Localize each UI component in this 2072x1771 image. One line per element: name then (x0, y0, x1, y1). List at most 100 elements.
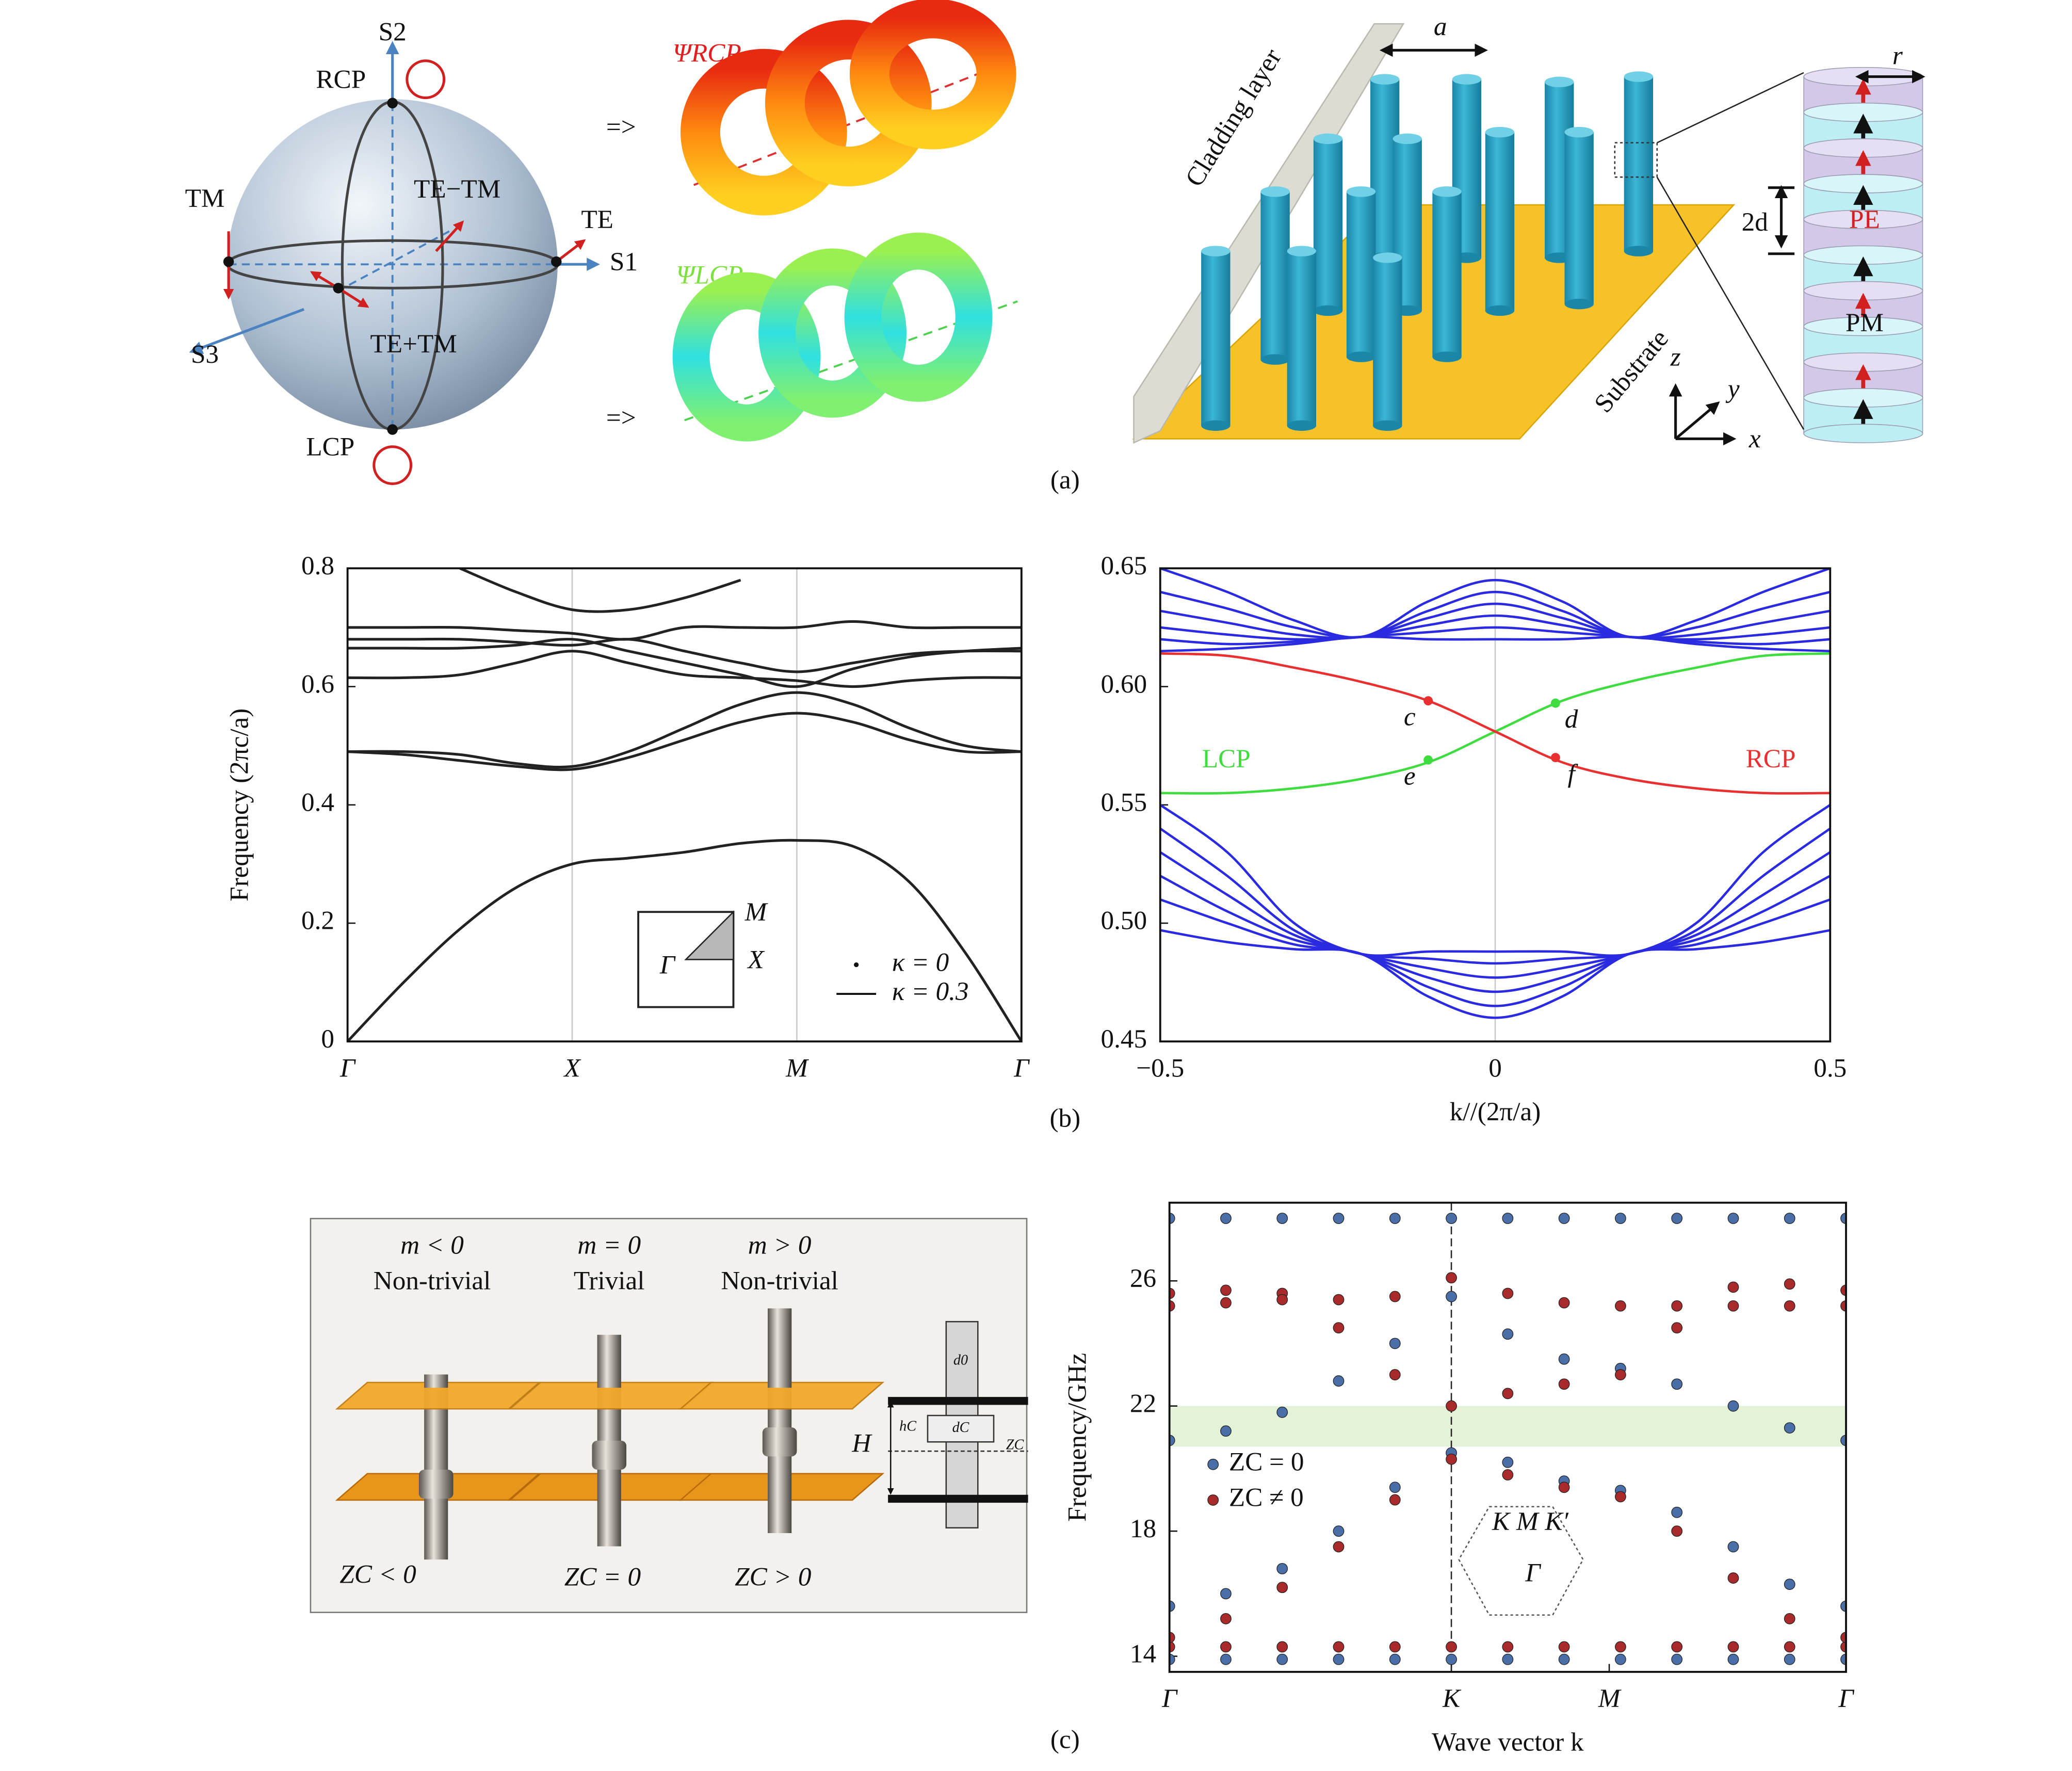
y-tick-label: 0.4 (301, 788, 334, 817)
band-line (1160, 602, 1831, 639)
band-line (347, 620, 1022, 641)
band-line (1160, 626, 1831, 646)
pole (387, 98, 398, 109)
label: TE+TM (370, 329, 457, 359)
band-point (1784, 1300, 1795, 1312)
band-point (1558, 1213, 1570, 1224)
label: ZC > 0 (735, 1562, 811, 1591)
band-point (1276, 1406, 1288, 1418)
collar (418, 1470, 454, 1499)
band-point (1615, 1491, 1626, 1503)
label: r (1892, 41, 1903, 70)
helix-turn (849, 0, 1016, 150)
y-axis-label: Frequency (2πc/a) (224, 709, 254, 901)
band-point (1446, 1291, 1457, 1302)
pillar-base (1432, 351, 1462, 362)
point-label: d (1565, 704, 1578, 734)
pillar-top (1287, 246, 1316, 256)
label: x (1749, 424, 1761, 454)
band-point (1220, 1653, 1232, 1665)
band-point (1671, 1525, 1683, 1537)
band-point (1389, 1482, 1401, 1493)
polarization-arrow (337, 287, 369, 308)
plot-frame (346, 567, 1023, 1043)
label: m > 0 (748, 1231, 812, 1260)
band-point (1169, 1600, 1175, 1612)
point (551, 256, 562, 267)
helix-turn (681, 49, 847, 216)
point-label: c (1404, 702, 1416, 732)
rod (597, 1334, 621, 1388)
label: hC (899, 1419, 917, 1435)
label: PM (1846, 308, 1884, 337)
pillar (1346, 191, 1376, 357)
band-point (1671, 1641, 1683, 1653)
label: S2 (379, 17, 407, 46)
band-point (1727, 1400, 1739, 1412)
pole (387, 424, 398, 435)
band-point (1220, 1613, 1232, 1624)
collar (762, 1427, 797, 1457)
zoom-line (1656, 176, 1805, 430)
band-point (1169, 1287, 1175, 1299)
pillar-top (1201, 246, 1231, 256)
band-point (1502, 1213, 1514, 1224)
x-tick-label: Γ (1161, 1684, 1178, 1713)
band-point (1333, 1641, 1345, 1653)
legend-marker (854, 962, 859, 968)
band-line (347, 638, 1022, 688)
pillar-top (1624, 71, 1654, 82)
label: TE (581, 205, 613, 234)
band-point (1333, 1525, 1345, 1537)
state-point (1550, 753, 1560, 763)
plot (1169, 1213, 1847, 1665)
arrow-label: => (606, 112, 636, 142)
plot-frame (1159, 567, 1832, 1043)
y-tick-label: 0.50 (1100, 906, 1147, 936)
pillar-base (1201, 420, 1231, 431)
x-tick-label: Γ (1838, 1684, 1854, 1713)
band-point (1502, 1456, 1514, 1468)
band-line (1160, 803, 1831, 957)
rod-panel: m < 0 Non-trivial m = 0 Trivial m > 0 No… (310, 1218, 1028, 1613)
band-point (1784, 1422, 1795, 1434)
band-point (1615, 1369, 1626, 1380)
pillar-top (1432, 186, 1462, 197)
y-tick-label: 0.8 (301, 551, 334, 581)
circular-icon (373, 445, 413, 485)
label: dC (952, 1420, 970, 1436)
caption: (a) (1050, 465, 1080, 495)
band-line (1160, 568, 1831, 639)
caption: (b) (1049, 1104, 1080, 1133)
x-tick-label: X (563, 1053, 581, 1083)
pillar (1260, 191, 1290, 360)
inset-label: Γ (1525, 1558, 1541, 1588)
inset-label: M (744, 897, 769, 927)
label: m < 0 (400, 1231, 464, 1260)
point (223, 256, 234, 267)
pillar (1373, 257, 1402, 426)
rod (424, 1374, 448, 1388)
y-tick-label: 0 (321, 1024, 334, 1054)
band-point (1784, 1213, 1795, 1224)
pillar-top (1370, 74, 1400, 85)
label: Non-trivial (374, 1266, 491, 1296)
series-label: LCP (1202, 744, 1251, 774)
band-point (1671, 1378, 1683, 1390)
label: TE−TM (414, 174, 500, 204)
band-point (1671, 1300, 1683, 1312)
pillar (1432, 191, 1462, 357)
band-point (1276, 1653, 1288, 1665)
band-point (1446, 1400, 1457, 1412)
zoom-line (1657, 72, 1804, 143)
band-point (1389, 1291, 1401, 1302)
arrow-label: => (606, 403, 636, 432)
label: RCP (316, 65, 366, 94)
band-line (1160, 614, 1831, 641)
point-label: e (1404, 761, 1416, 791)
collar (592, 1440, 627, 1470)
band-point (1784, 1579, 1795, 1590)
band-point (1558, 1482, 1570, 1493)
band-line (347, 650, 1022, 688)
band-point (1840, 1600, 1847, 1612)
